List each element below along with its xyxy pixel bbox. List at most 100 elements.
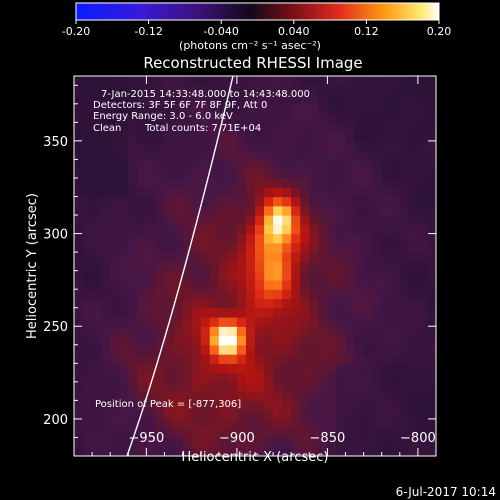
heatmap-cell: [110, 335, 120, 346]
heatmap-cell: [128, 326, 138, 337]
heatmap-cell: [119, 409, 129, 420]
heatmap-cell: [119, 316, 129, 327]
heatmap-cell: [300, 196, 310, 207]
heatmap-cell: [227, 326, 238, 337]
heatmap-cell: [327, 298, 338, 309]
heatmap-cell: [408, 177, 419, 188]
heatmap-cell: [74, 76, 84, 86]
heatmap-cell: [255, 242, 265, 253]
heatmap-cell: [236, 307, 247, 318]
heatmap-cell: [245, 418, 256, 429]
heatmap-cell: [137, 372, 147, 383]
heatmap-cell: [119, 400, 129, 411]
heatmap-cell: [381, 354, 392, 364]
heatmap-cell: [74, 131, 84, 142]
heatmap-cell: [110, 270, 120, 281]
heatmap-cell: [318, 335, 328, 346]
heatmap-cell: [417, 168, 428, 179]
heatmap-cell: [426, 159, 436, 170]
heatmap-cell: [191, 437, 202, 448]
y-tick-label: 250: [43, 320, 68, 335]
heatmap-cell: [119, 391, 129, 401]
heatmap-cell: [83, 391, 93, 401]
heatmap-cell: [273, 298, 283, 309]
heatmap-cell: [309, 261, 319, 272]
heatmap-cell: [282, 233, 292, 244]
heatmap-cell: [345, 418, 356, 429]
heatmap-cell: [110, 307, 120, 318]
heatmap-cell: [390, 307, 401, 318]
heatmap-cell: [381, 150, 392, 161]
heatmap-cell: [191, 372, 202, 383]
heatmap-cell: [182, 233, 193, 244]
heatmap-cell: [399, 270, 410, 281]
heatmap-cell: [399, 381, 410, 392]
heatmap-cell: [191, 391, 202, 401]
heatmap-cell: [309, 316, 319, 327]
heatmap-cell: [417, 363, 428, 374]
heatmap-cell: [173, 372, 184, 383]
heatmap-cell: [236, 335, 247, 346]
heatmap-cell: [336, 94, 347, 105]
heatmap-cell: [155, 140, 166, 151]
heatmap-cell: [119, 76, 129, 86]
heatmap-cell: [155, 233, 166, 244]
heatmap-cell: [273, 270, 283, 281]
heatmap-cell: [155, 400, 166, 411]
heatmap-cell: [200, 85, 211, 96]
heatmap-cell: [282, 363, 292, 374]
heatmap-cell: [137, 335, 147, 346]
heatmap-cell: [164, 224, 175, 235]
heatmap-cell: [399, 335, 410, 346]
heatmap-cell: [282, 298, 292, 309]
heatmap-cell: [426, 279, 436, 290]
heatmap-cell: [309, 289, 319, 300]
heatmap-cell: [426, 85, 436, 96]
heatmap-cell: [426, 140, 436, 151]
heatmap-cell: [200, 196, 211, 207]
heatmap-cell: [200, 252, 211, 262]
heatmap-cell: [128, 316, 138, 327]
heatmap-cell: [417, 187, 428, 198]
heatmap-cell: [300, 224, 310, 235]
heatmap-cell: [417, 261, 428, 272]
heatmap-cell: [291, 85, 301, 96]
heatmap-cell: [155, 418, 166, 429]
heatmap-cell: [92, 122, 102, 133]
heatmap-cell: [227, 409, 238, 420]
heatmap-cell: [273, 252, 283, 262]
heatmap-cell: [128, 140, 138, 151]
heatmap-cell: [182, 400, 193, 411]
heatmap-cell: [345, 94, 356, 105]
heatmap-cell: [101, 307, 111, 318]
heatmap-cell: [408, 122, 419, 133]
heatmap-cell: [255, 150, 265, 161]
heatmap-cell: [426, 372, 436, 383]
heatmap-cell: [218, 298, 229, 309]
heatmap-cell: [110, 418, 120, 429]
heatmap-cell: [282, 150, 292, 161]
heatmap-cell: [300, 372, 310, 383]
heatmap-cell: [182, 224, 193, 235]
heatmap-cell: [236, 409, 247, 420]
heatmap-cell: [128, 289, 138, 300]
heatmap-cell: [327, 372, 338, 383]
heatmap-cell: [200, 261, 211, 272]
heatmap-cell: [191, 196, 202, 207]
heatmap-cell: [227, 215, 238, 225]
heatmap-cell: [372, 242, 383, 253]
heatmap-cell: [354, 215, 365, 225]
heatmap-cell: [327, 289, 338, 300]
heatmap-cell: [264, 316, 274, 327]
heatmap-cell: [327, 103, 338, 114]
heatmap-cell: [182, 428, 193, 439]
heatmap-cell: [173, 307, 184, 318]
heatmap-cell: [245, 122, 256, 133]
heatmap-cell: [426, 446, 436, 456]
heatmap-cell: [390, 372, 401, 383]
heatmap-cell: [354, 418, 365, 429]
heatmap-cell: [264, 196, 274, 207]
heatmap-cell: [236, 261, 247, 272]
heatmap-cell: [146, 122, 157, 133]
heatmap-cell: [255, 205, 265, 216]
